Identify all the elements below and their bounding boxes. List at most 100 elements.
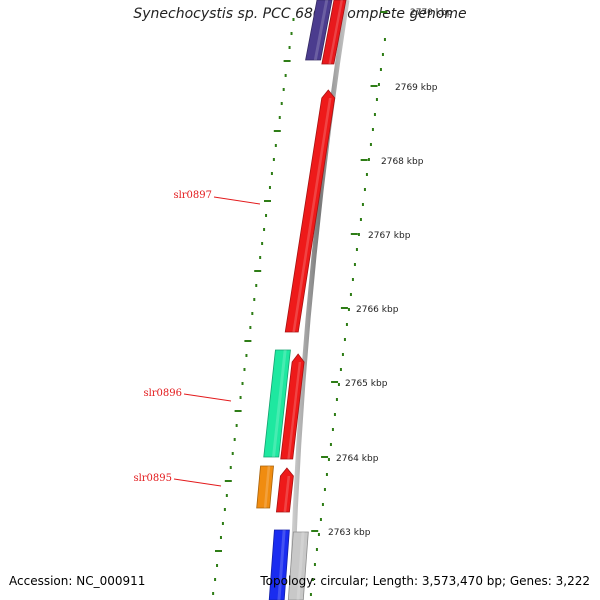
gene-features xyxy=(256,0,347,600)
ruler-minor-tick xyxy=(333,413,336,416)
ruler-major-tick xyxy=(311,530,319,532)
gene-feature-plus-2[interactable] xyxy=(280,353,305,460)
inner-tick xyxy=(274,144,277,147)
ruler-minor-tick xyxy=(375,98,378,101)
ruler-minor-tick xyxy=(357,233,360,236)
inner-tick xyxy=(224,480,232,482)
inner-tick xyxy=(249,326,252,329)
ruler-minor-tick xyxy=(309,593,312,596)
inner-tick xyxy=(280,102,283,105)
inner-tick xyxy=(268,186,271,189)
ruler-minor-tick xyxy=(359,218,362,221)
ruler-major-tick xyxy=(331,381,339,383)
ruler-minor-tick xyxy=(317,533,320,536)
ruler-minor-tick xyxy=(331,428,334,431)
ruler-minor-tick xyxy=(341,353,344,356)
gene-label-slr0895[interactable]: slr0895 xyxy=(133,473,172,484)
inner-tick xyxy=(270,172,273,175)
ruler-major-tick xyxy=(350,233,358,235)
gene-feature-minus-2[interactable] xyxy=(268,529,290,600)
inner-tick xyxy=(215,550,222,552)
ruler-minor-tick xyxy=(377,83,380,86)
ruler-minor-tick xyxy=(321,503,324,506)
inner-tick xyxy=(273,130,281,132)
kbp-label-2766: 2766 kbp xyxy=(356,305,399,315)
gene-feature-slr0895[interactable] xyxy=(256,465,274,509)
inner-tick xyxy=(290,32,293,35)
inner-tick xyxy=(255,284,258,287)
inner-tick xyxy=(244,340,252,342)
ruler-minor-tick xyxy=(313,563,316,566)
ruler-minor-tick xyxy=(339,368,342,371)
position-ruler xyxy=(309,11,388,596)
inner-tick xyxy=(264,200,271,202)
ruler-minor-tick xyxy=(327,458,330,461)
ruler-major-tick xyxy=(370,85,378,87)
ruler-minor-tick xyxy=(323,488,326,491)
gene-feature-plus-3[interactable] xyxy=(275,467,294,513)
kbp-label-2764: 2764 kbp xyxy=(336,454,379,464)
inner-tick xyxy=(253,298,256,301)
inner-tick xyxy=(223,508,226,511)
gene-feature-highlight xyxy=(328,0,343,64)
ruler-major-tick xyxy=(340,307,348,309)
inner-tick xyxy=(243,368,246,371)
kbp-label-2767: 2767 kbp xyxy=(368,231,411,241)
ruler-major-tick xyxy=(321,456,329,458)
inner-tick xyxy=(282,88,285,91)
gene-feature-plus-4[interactable] xyxy=(287,531,309,600)
kbp-label-2768: 2768 kbp xyxy=(381,157,424,167)
ruler-minor-tick xyxy=(315,548,318,551)
gene-label-slr0897[interactable]: slr0897 xyxy=(173,190,212,201)
inner-tick xyxy=(263,228,266,231)
gene-feature-highlight xyxy=(313,0,329,60)
gene-feature-highlight xyxy=(287,362,302,459)
ruler-minor-tick xyxy=(329,443,332,446)
gene-feature-plus-1[interactable] xyxy=(321,0,347,65)
inner-tick xyxy=(261,242,264,245)
map-title: Synechocystis sp. PCC 6803, complete gen… xyxy=(133,6,467,22)
ruler-minor-tick xyxy=(361,203,364,206)
accession-text: Accession: NC_000911 xyxy=(9,574,146,588)
gene-feature-minus-1[interactable] xyxy=(305,0,333,61)
ruler-minor-tick xyxy=(349,293,352,296)
ruler-minor-tick xyxy=(379,68,382,71)
gene-feature-highlight xyxy=(296,532,305,600)
ruler-minor-tick xyxy=(373,113,376,116)
kbp-label-2765: 2765 kbp xyxy=(345,379,388,389)
inner-tick xyxy=(233,438,236,441)
gene-label-slr0896[interactable]: slr0896 xyxy=(143,388,182,399)
inner-tick xyxy=(221,522,224,525)
ruler-minor-tick xyxy=(351,278,354,281)
inner-tick xyxy=(259,256,262,259)
ruler-minor-tick xyxy=(325,473,328,476)
gene-feature-slr0897[interactable] xyxy=(284,89,336,333)
genome-backbone xyxy=(289,0,350,600)
inner-tick xyxy=(225,494,228,497)
ruler-minor-tick xyxy=(343,338,346,341)
ruler-minor-tick xyxy=(335,398,338,401)
inner-tick xyxy=(272,158,275,161)
ruler-minor-tick xyxy=(311,578,314,581)
gene-feature-highlight xyxy=(263,466,271,508)
ruler-minor-tick xyxy=(369,143,372,146)
inner-tick xyxy=(278,116,281,119)
inner-tick xyxy=(234,410,242,412)
ruler-minor-tick xyxy=(383,38,386,41)
inner-tick xyxy=(254,270,262,272)
inner-tick xyxy=(288,46,291,49)
inner-tick xyxy=(241,382,244,385)
ruler-minor-tick xyxy=(347,308,350,311)
ruler-minor-tick xyxy=(337,383,340,386)
inner-tick xyxy=(245,354,248,357)
inner-tick xyxy=(212,592,215,595)
gene-feature-slr0896[interactable] xyxy=(263,349,291,458)
genome-summary-text: Topology: circular; Length: 3,573,470 bp… xyxy=(260,574,590,588)
leader-line-slr0897 xyxy=(213,196,261,205)
ruler-minor-tick xyxy=(381,53,384,56)
inner-tick xyxy=(284,74,287,77)
leader-line-slr0895 xyxy=(173,478,222,487)
leader-line-slr0896 xyxy=(183,393,232,402)
